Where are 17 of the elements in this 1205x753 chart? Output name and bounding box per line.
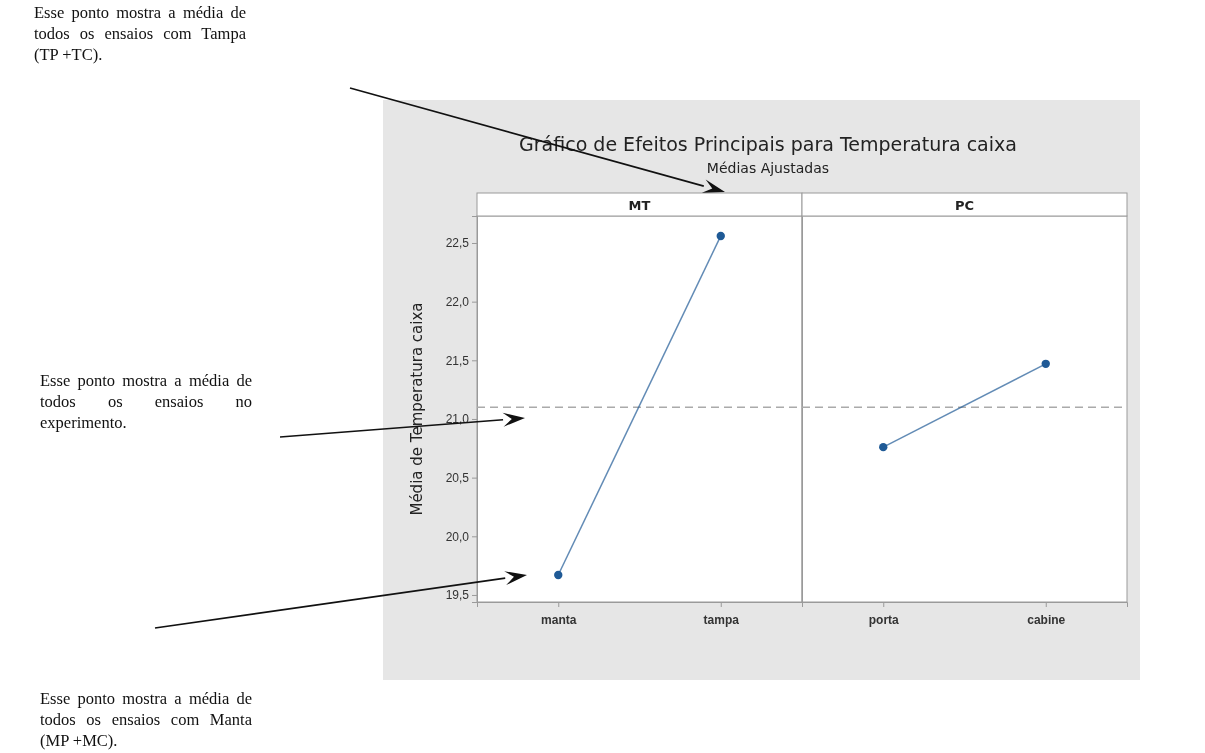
x-tick-label: manta [541, 613, 577, 628]
x-tick-label: tampa [703, 613, 740, 628]
text: Esse ponto mostra a média de todos os ensaios com Manta (MP +MC). [40, 688, 252, 751]
x-tick-label: cabine [1027, 613, 1066, 628]
y-axis-title: Média de Temperatura caixa [408, 302, 426, 516]
x-axis-title: MT [628, 197, 651, 213]
x-axis-title: PC [954, 197, 975, 213]
y-tick-label: 20,5 [445, 470, 470, 485]
text: Esse ponto mostra a média de todos os ensaios com Tampa (TP +TC). [34, 2, 246, 65]
y-tick-label: 22,5 [445, 236, 470, 251]
y-tick-label: 19,5 [445, 588, 470, 603]
x-tick-label: porta [868, 613, 900, 628]
y-tick-label: 20,0 [445, 529, 470, 544]
text: Esse ponto mostra a média de todos os ensaios no experimento. [40, 370, 252, 433]
y-tick-label: 22,0 [445, 294, 470, 309]
y-tick-label: 21,5 [445, 353, 470, 368]
chart-subtitle: Médias Ajustadas [706, 160, 830, 176]
